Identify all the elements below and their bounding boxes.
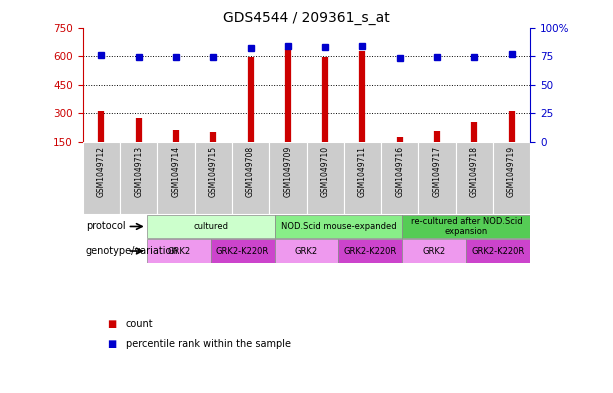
Text: cultured: cultured	[193, 222, 228, 231]
Bar	[269, 142, 306, 214]
Bar	[418, 142, 455, 214]
Text: GSM1049717: GSM1049717	[433, 146, 441, 197]
Text: count: count	[126, 319, 153, 329]
Text: ■: ■	[107, 339, 116, 349]
Text: re-cultured after NOD.Scid
expansion: re-cultured after NOD.Scid expansion	[411, 217, 522, 236]
Text: GSM1049719: GSM1049719	[507, 146, 516, 197]
Title: GDS4544 / 209361_s_at: GDS4544 / 209361_s_at	[223, 11, 390, 25]
Text: GSM1049708: GSM1049708	[246, 146, 255, 197]
Text: GRK2: GRK2	[167, 246, 190, 255]
Text: GSM1049710: GSM1049710	[321, 146, 330, 197]
Text: GRK2: GRK2	[295, 246, 318, 255]
Text: NOD.Scid mouse-expanded: NOD.Scid mouse-expanded	[281, 222, 396, 231]
Text: GSM1049718: GSM1049718	[470, 146, 479, 197]
Bar	[158, 142, 195, 214]
Text: percentile rank within the sample: percentile rank within the sample	[126, 339, 291, 349]
Bar	[83, 142, 120, 214]
Text: GSM1049713: GSM1049713	[134, 146, 143, 197]
Text: GRK2: GRK2	[423, 246, 446, 255]
Bar	[493, 142, 530, 214]
Bar	[211, 239, 275, 263]
Text: GSM1049712: GSM1049712	[97, 146, 106, 197]
Text: GRK2-K220R: GRK2-K220R	[471, 246, 525, 255]
Bar	[232, 142, 269, 214]
Bar	[402, 215, 530, 238]
Text: GSM1049716: GSM1049716	[395, 146, 404, 197]
Text: GRK2-K220R: GRK2-K220R	[344, 246, 397, 255]
Bar	[147, 239, 211, 263]
Text: GRK2-K220R: GRK2-K220R	[216, 246, 269, 255]
Text: GSM1049714: GSM1049714	[172, 146, 180, 197]
Text: ■: ■	[107, 319, 116, 329]
Bar	[195, 142, 232, 214]
Bar	[381, 142, 418, 214]
Bar	[306, 142, 344, 214]
Text: GSM1049715: GSM1049715	[209, 146, 218, 197]
Text: genotype/variation: genotype/variation	[86, 246, 178, 256]
Text: GSM1049709: GSM1049709	[283, 146, 292, 197]
Bar	[147, 215, 275, 238]
Text: GSM1049711: GSM1049711	[358, 146, 367, 197]
Text: protocol: protocol	[86, 222, 126, 231]
Bar	[338, 239, 402, 263]
Bar	[120, 142, 158, 214]
Bar	[275, 239, 338, 263]
Bar	[455, 142, 493, 214]
Bar	[344, 142, 381, 214]
Bar	[466, 239, 530, 263]
Bar	[402, 239, 466, 263]
Bar	[275, 215, 402, 238]
